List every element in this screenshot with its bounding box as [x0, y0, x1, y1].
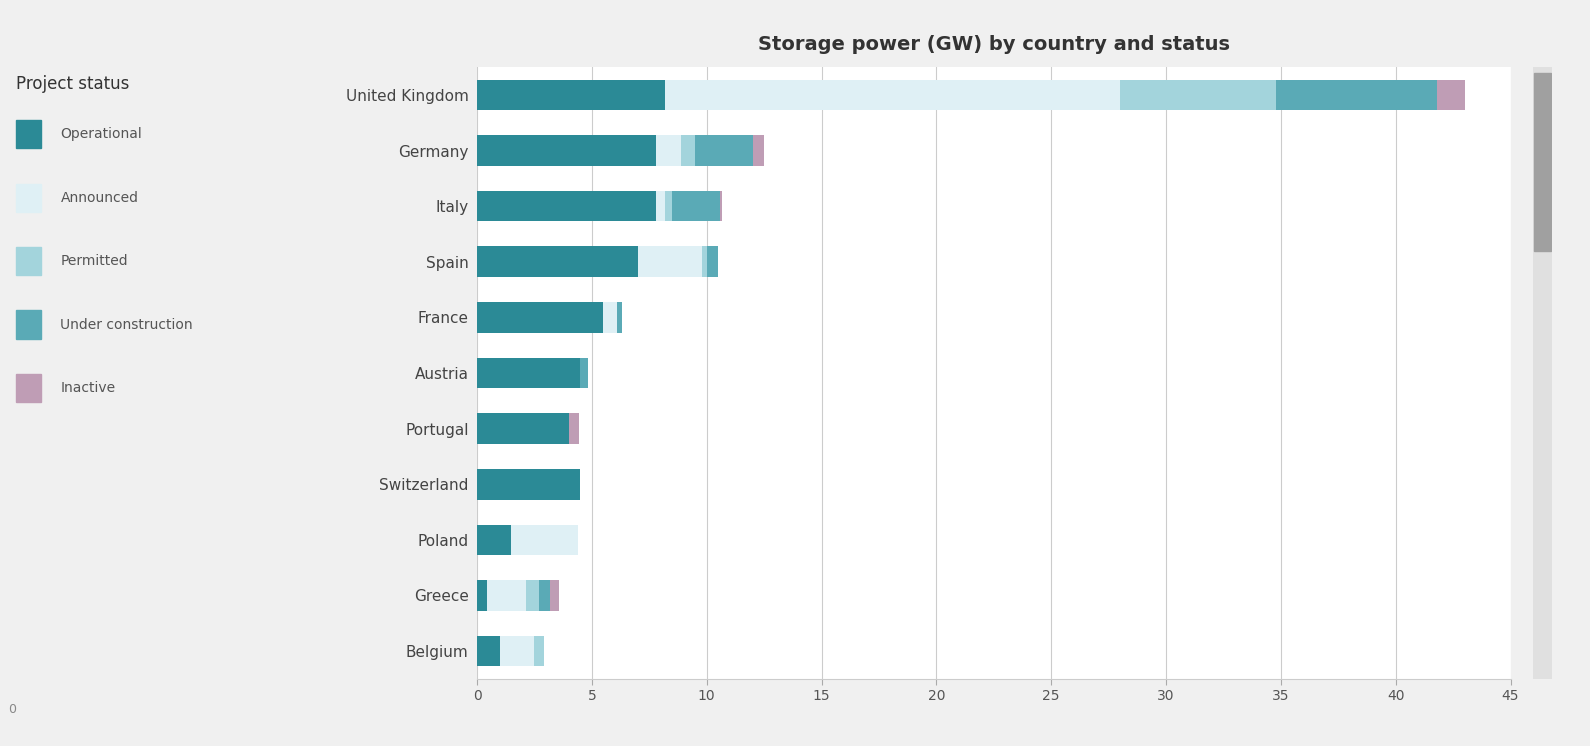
- Bar: [695, 135, 752, 166]
- Bar: [1437, 80, 1464, 110]
- Text: Permitted: Permitted: [60, 254, 129, 268]
- Bar: [703, 246, 706, 277]
- Bar: [477, 358, 580, 389]
- Bar: [569, 413, 579, 444]
- Bar: [477, 135, 657, 166]
- Bar: [477, 246, 638, 277]
- Bar: [752, 135, 765, 166]
- Bar: [1119, 80, 1277, 110]
- Bar: [487, 580, 526, 611]
- Bar: [526, 580, 539, 611]
- Bar: [477, 80, 665, 110]
- Text: Under construction: Under construction: [60, 318, 192, 331]
- Bar: [682, 135, 695, 166]
- Bar: [477, 191, 657, 222]
- Bar: [550, 580, 558, 611]
- Bar: [477, 302, 603, 333]
- Bar: [673, 191, 720, 222]
- Text: Announced: Announced: [60, 191, 138, 204]
- Text: Operational: Operational: [60, 128, 142, 141]
- Bar: [477, 469, 580, 500]
- Bar: [657, 191, 665, 222]
- Bar: [665, 80, 1119, 110]
- Bar: [617, 302, 622, 333]
- Bar: [638, 246, 703, 277]
- Bar: [499, 636, 534, 666]
- Bar: [1277, 80, 1437, 110]
- Bar: [665, 191, 673, 222]
- Text: 0: 0: [8, 703, 16, 716]
- Bar: [657, 135, 682, 166]
- Bar: [603, 302, 617, 333]
- Text: Inactive: Inactive: [60, 381, 116, 395]
- Bar: [477, 413, 569, 444]
- Bar: [580, 358, 588, 389]
- Bar: [477, 636, 499, 666]
- Bar: [706, 246, 719, 277]
- Title: Storage power (GW) by country and status: Storage power (GW) by country and status: [758, 36, 1229, 54]
- FancyBboxPatch shape: [1534, 73, 1550, 251]
- Text: Project status: Project status: [16, 75, 129, 93]
- Bar: [512, 524, 579, 555]
- Bar: [477, 580, 487, 611]
- Bar: [539, 580, 550, 611]
- Bar: [477, 524, 512, 555]
- Bar: [534, 636, 544, 666]
